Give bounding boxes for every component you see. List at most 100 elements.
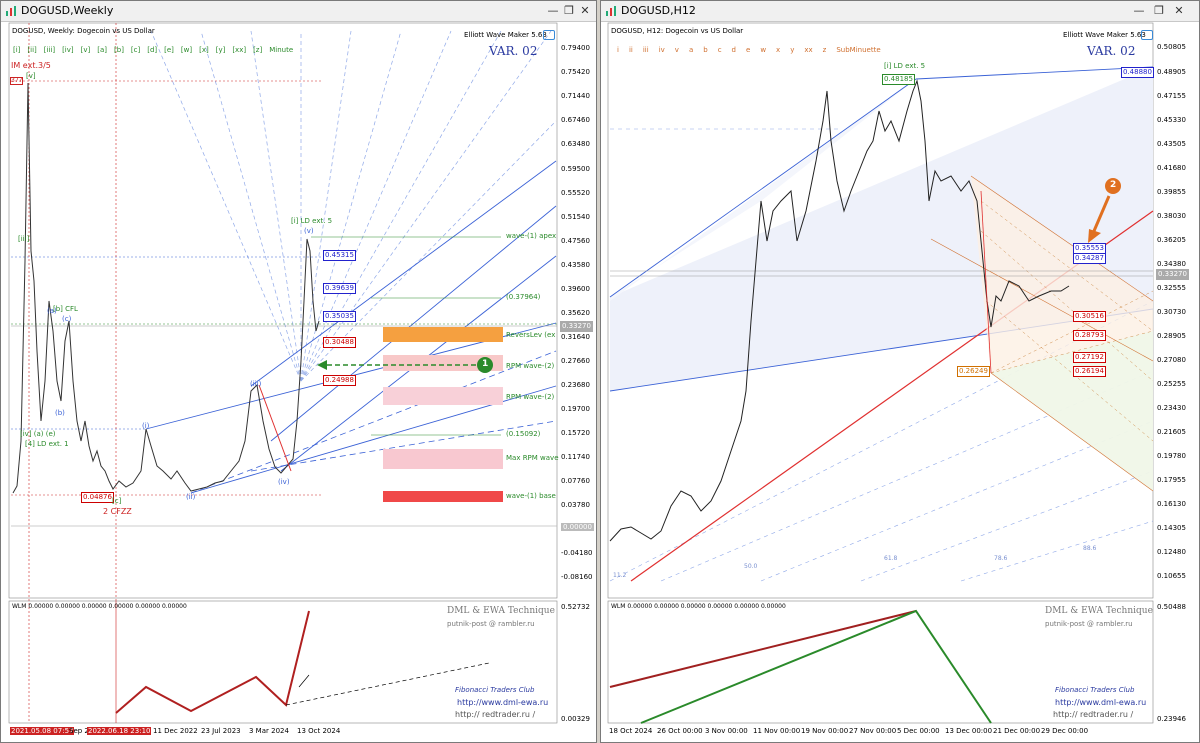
wave-label: [c] <box>112 497 122 505</box>
osc-axis-top: 0.50488 <box>1157 603 1186 611</box>
zone-label: RPM wave-(2) <box>506 393 555 401</box>
wave-btn-y[interactable]: y <box>790 46 795 54</box>
date-tick: Sep 2 <box>69 727 89 735</box>
wave-btn-i[interactable]: i <box>617 46 619 54</box>
left-share-icon[interactable] <box>543 30 555 40</box>
wave-btn-c[interactable]: [c] <box>130 46 141 54</box>
wave-btn-b[interactable]: [b] <box>114 46 124 54</box>
date-tick: 23 Jul 2023 <box>201 727 241 735</box>
oscillator-line-green <box>640 609 992 724</box>
wave-degree-minute[interactable]: Minute <box>269 46 294 54</box>
credit-link[interactable]: http://www.dml-ewa.ru <box>457 698 549 707</box>
wave-btn-e[interactable]: [e] <box>164 46 174 54</box>
date-tick: 21 Dec 00:00 <box>993 727 1041 735</box>
close-button[interactable]: ✕ <box>1174 4 1184 17</box>
wave-btn-w[interactable]: w <box>760 46 767 54</box>
fib-label: 11.2 <box>613 572 627 579</box>
left-price-chart[interactable] <box>1 1 597 743</box>
date-tick: 18 Oct 2024 <box>609 727 653 735</box>
wave-btn-xx[interactable]: [xx] <box>232 46 247 54</box>
level-label: (0.37964) <box>506 293 541 301</box>
wave-btn-v[interactable]: v <box>674 46 679 54</box>
wave-label: 2 CFZZ <box>103 507 132 516</box>
left-chart-window[interactable]: DOGUSD,Weekly — ❐ ✕ <box>0 0 597 743</box>
wave-btn-iv[interactable]: [iv] <box>62 46 74 54</box>
axis-tick: 0.19700 <box>561 405 590 413</box>
axis-tick: 0.14305 <box>1157 524 1186 532</box>
right-brand: Elliott Wave Maker 5.63 <box>1063 31 1146 39</box>
wave-btn-d[interactable]: [d] <box>147 46 158 54</box>
axis-tick: 0.10655 <box>1157 572 1186 580</box>
left-titlebar[interactable]: DOGUSD,Weekly — ❐ ✕ <box>1 1 596 22</box>
credit-link[interactable]: http:// redtrader.ru / <box>1053 710 1134 719</box>
credit-line: DML & EWA Technique <box>447 606 555 616</box>
wave-btn-i[interactable]: [i] <box>13 46 21 54</box>
price-tag: 0.04876 <box>81 492 114 503</box>
wave-label: (v) <box>304 227 314 235</box>
axis-tick: 0.35620 <box>561 309 590 317</box>
right-chart-window[interactable]: DOGUSD,H12 — ❐ ✕ <box>600 0 1200 743</box>
credit-link[interactable]: http:// redtrader.ru / <box>455 710 536 719</box>
right-share-icon[interactable] <box>1141 30 1153 40</box>
callout-badge-1 <box>477 357 493 373</box>
date-tick: 19 Nov 00:00 <box>801 727 849 735</box>
axis-tick: 0.43505 <box>1157 140 1186 148</box>
wave-btn-b[interactable]: b <box>703 46 708 54</box>
date-tick: 3 Mar 2024 <box>249 727 289 735</box>
maximize-button[interactable]: ❐ <box>1154 4 1164 17</box>
maximize-button[interactable]: ❐ <box>564 4 574 17</box>
wave-btn-iii[interactable]: iii <box>642 46 649 54</box>
wave-btn-a[interactable]: a <box>688 46 694 54</box>
axis-tick: 0.79400 <box>561 44 590 52</box>
price-tag: 0.30488 <box>323 337 356 348</box>
wave-btn-iv[interactable]: iv <box>658 46 665 54</box>
date-tick: 13 Dec 00:00 <box>945 727 993 735</box>
wave-btn-a[interactable]: [a] <box>97 46 108 54</box>
wave-btn-c[interactable]: c <box>717 46 722 54</box>
fib-label: 88.6 <box>1083 545 1097 552</box>
price-tag: 0.39639 <box>323 283 356 294</box>
axis-tick: 0.27080 <box>1157 356 1186 364</box>
wave-btn-ii[interactable]: [ii] <box>27 46 37 54</box>
axis-tick: 0.23430 <box>1157 404 1186 412</box>
wave-degree-subminuette[interactable]: SubMinuette <box>836 46 881 54</box>
level-label: (0.15092) <box>506 430 541 438</box>
osc-axis-bottom: 0.00329 <box>561 715 590 723</box>
zone-label: ReversLev (ex <box>506 331 556 339</box>
wave-label: [i] LD ext. 5 <box>291 217 333 225</box>
wave-btn-x[interactable]: x <box>776 46 781 54</box>
wave-btn-z[interactable]: z <box>822 46 827 54</box>
oscillator-line-red <box>609 610 917 688</box>
price-tag: 0.24988 <box>323 375 356 386</box>
date-tick: 11 Dec 2022 <box>153 727 198 735</box>
wave-btn-w[interactable]: [w] <box>180 46 193 54</box>
minimize-button[interactable]: — <box>1133 4 1145 17</box>
right-titlebar[interactable]: DOGUSD,H12 — ❐ ✕ <box>601 1 1199 22</box>
wave-btn-ii[interactable]: ii <box>628 46 633 54</box>
chart-icon <box>6 6 16 16</box>
axis-tick: 0.43580 <box>561 261 590 269</box>
wave-btn-y[interactable]: [y] <box>215 46 226 54</box>
axis-tick: 0.27660 <box>561 357 590 365</box>
callout-arrow <box>1092 195 1111 232</box>
wave-btn-e[interactable]: e <box>746 46 751 54</box>
wave-btn-d[interactable]: d <box>731 46 736 54</box>
zone-revers-lev <box>383 327 503 342</box>
zone-rpm-1 <box>383 355 503 371</box>
wave-btn-xx[interactable]: xx <box>804 46 813 54</box>
price-tag: 0.26249 <box>957 366 990 377</box>
axis-tick: 0.28905 <box>1157 332 1186 340</box>
osc-axis-top: 0.52732 <box>561 603 590 611</box>
right-price-chart[interactable] <box>601 1 1200 743</box>
minimize-button[interactable]: — <box>547 4 559 17</box>
date-tick: 3 Nov 00:00 <box>705 727 748 735</box>
axis-tick: 0.47155 <box>1157 92 1186 100</box>
close-button[interactable]: ✕ <box>580 4 590 17</box>
wave-btn-v[interactable]: [v] <box>80 46 91 54</box>
credit-link[interactable]: http://www.dml-ewa.ru <box>1055 698 1147 707</box>
wave-btn-x[interactable]: [x] <box>199 46 209 54</box>
wave-btn-z[interactable]: [z] <box>253 46 263 54</box>
wave-btn-iii[interactable]: [iii] <box>43 46 56 54</box>
axis-tick: 0.51540 <box>561 213 590 221</box>
zone-label: RPM wave-(2) <box>506 362 555 370</box>
